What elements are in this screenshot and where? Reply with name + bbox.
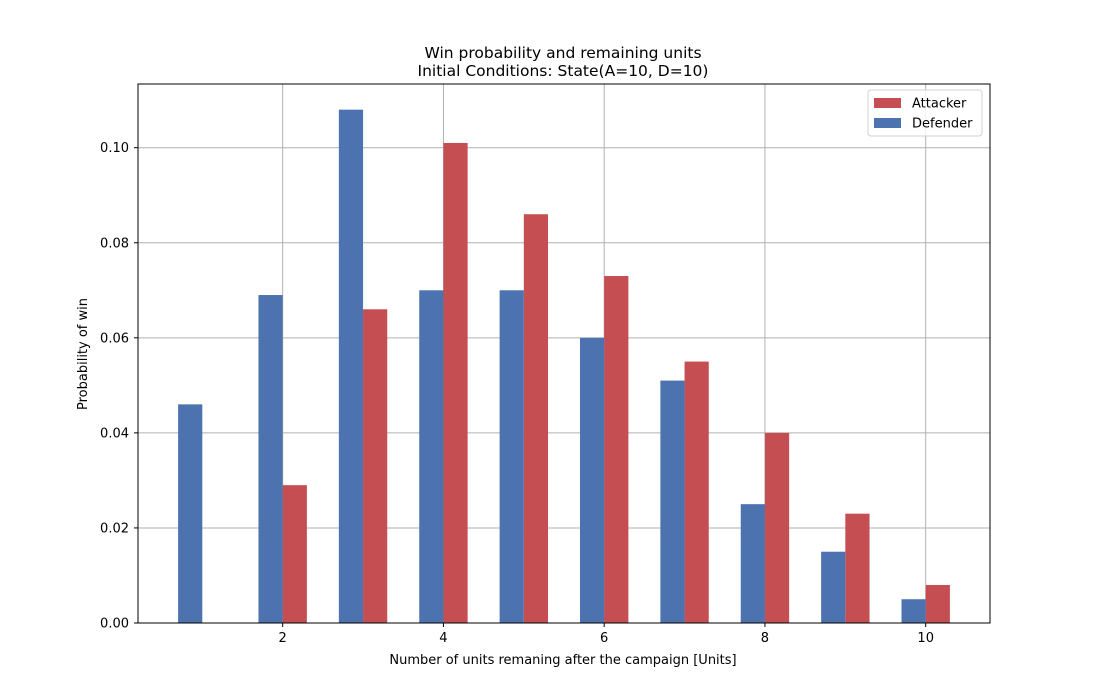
legend: Attacker Defender xyxy=(867,89,983,137)
y-tick-label: 0.06 xyxy=(100,331,129,346)
attacker-bar xyxy=(443,142,468,623)
attacker-bar xyxy=(764,432,790,623)
defender-legend-label: Defender xyxy=(912,117,973,132)
x-tick-label: 2 xyxy=(279,631,287,646)
defender-bar xyxy=(338,109,364,623)
x-tick-label: 8 xyxy=(761,631,769,646)
x-tick-label: 6 xyxy=(600,631,608,646)
y-tick-label: 0.00 xyxy=(100,617,129,632)
plot-frame xyxy=(137,83,991,624)
y-tick-label: 0.04 xyxy=(100,426,129,441)
y-tick-label: 0.02 xyxy=(100,521,129,536)
attacker-legend-swatch xyxy=(874,98,901,108)
attacker-bar xyxy=(604,276,629,623)
defender-legend-swatch xyxy=(874,118,901,128)
attacker-bar xyxy=(845,513,870,623)
defender-bar xyxy=(258,295,283,623)
axes xyxy=(137,83,991,624)
tick-labels: 2 4 6 8 10 0.00 0.02 0.04 0.06 0.08 0.10 xyxy=(100,141,934,646)
chart-title: Win probability and remaining units xyxy=(424,44,701,62)
x-tick-label: 10 xyxy=(917,631,934,646)
attacker-bar xyxy=(684,361,709,623)
defender-bar xyxy=(419,290,444,623)
defender-bar xyxy=(660,380,685,623)
attacker-bar xyxy=(363,309,388,623)
attacker-bar xyxy=(925,584,950,623)
defender-bar xyxy=(740,504,765,623)
y-axis-title: Probability of win xyxy=(76,298,91,410)
chart-subtitle: Initial Conditions: State(A=10, D=10) xyxy=(418,62,709,80)
x-axis-title: Number of units remaning after the campa… xyxy=(389,653,736,668)
bars xyxy=(178,109,950,624)
defender-bar xyxy=(901,599,926,623)
defender-bar xyxy=(499,290,524,623)
defender-bar xyxy=(178,404,203,623)
x-tick-label: 4 xyxy=(439,631,447,646)
defender-bar xyxy=(579,337,605,623)
attacker-bar xyxy=(282,485,307,623)
attacker-bar xyxy=(523,214,549,624)
defender-bar xyxy=(821,551,846,623)
y-tick-label: 0.08 xyxy=(100,236,129,251)
attacker-legend-label: Attacker xyxy=(912,97,967,112)
y-tick-label: 0.10 xyxy=(100,141,129,156)
